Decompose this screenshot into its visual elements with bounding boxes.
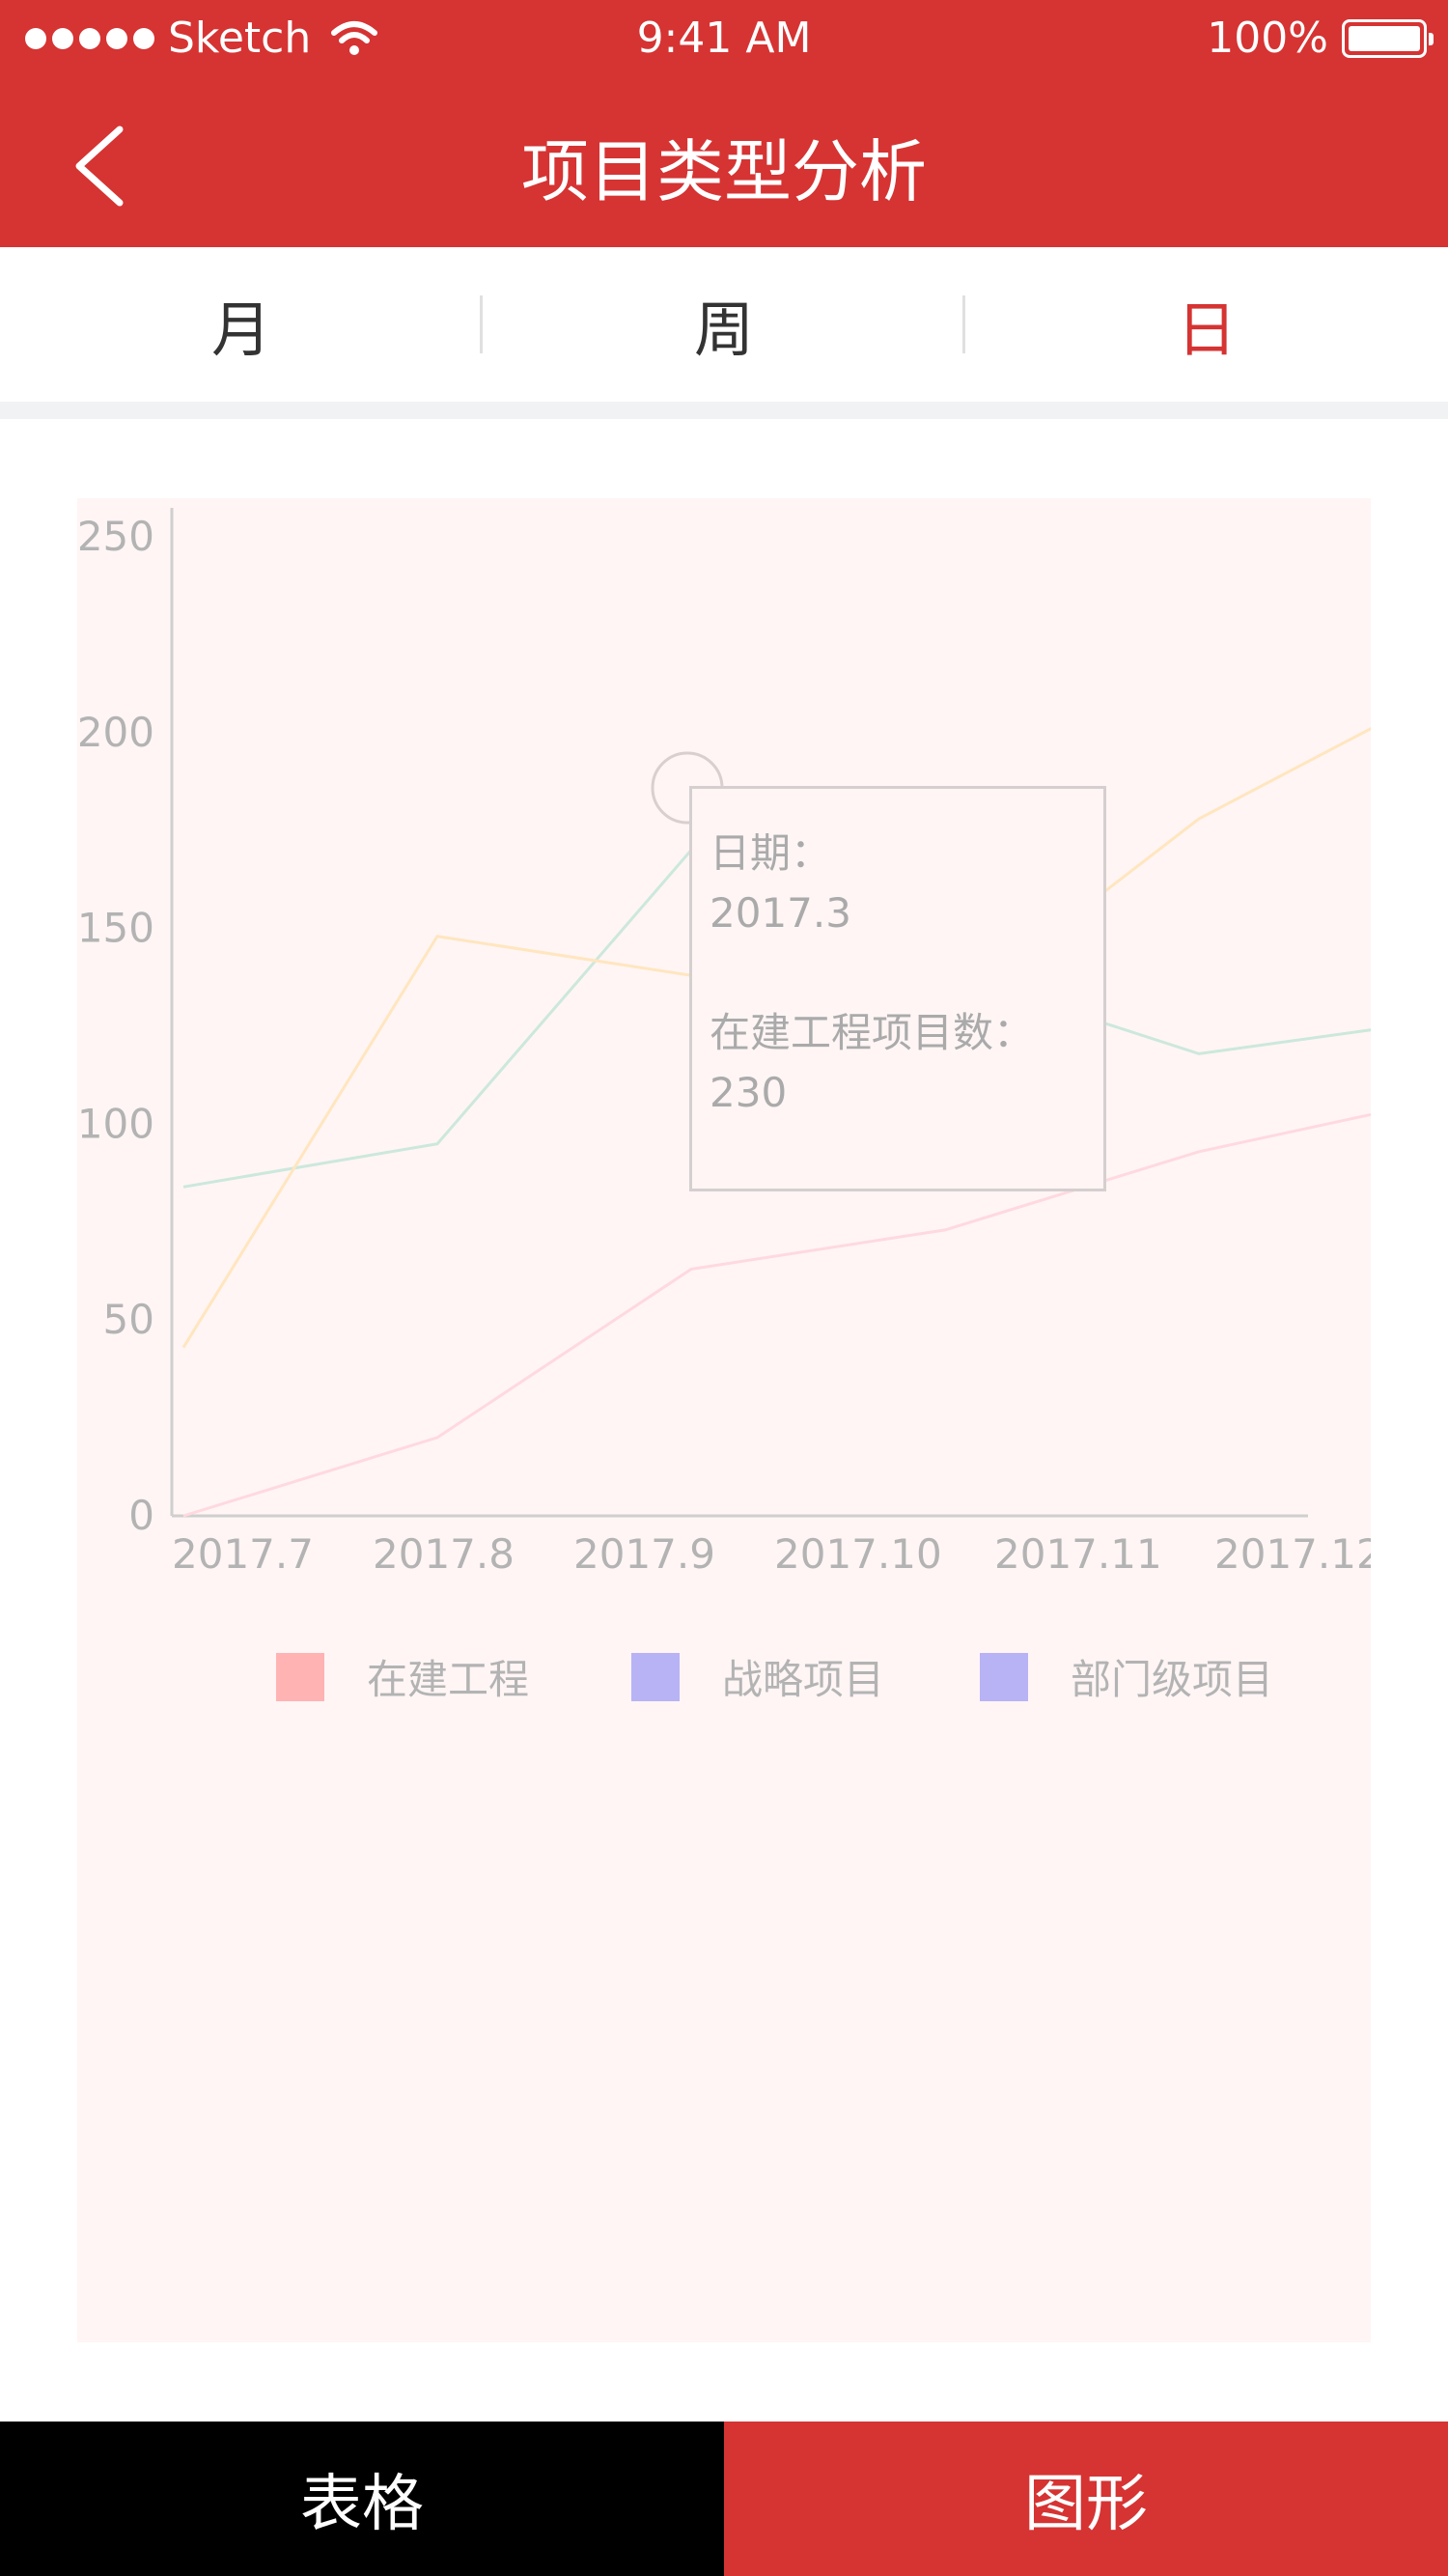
tab-day[interactable]: 日 xyxy=(965,247,1448,402)
y-tick-label: 250 xyxy=(77,513,154,560)
legend-item-strategic[interactable]: 战略项目 xyxy=(631,1647,884,1706)
status-right: 100% xyxy=(1207,14,1434,63)
y-tick-label: 0 xyxy=(128,1492,154,1539)
tooltip-metric-value: 230 xyxy=(710,1069,788,1116)
tabs-separator xyxy=(0,402,1448,419)
y-tick-label: 50 xyxy=(103,1296,154,1343)
graph-view-button[interactable]: 图形 xyxy=(724,2422,1448,2576)
status-left: Sketch xyxy=(25,14,378,63)
bottom-tabbar: 表格 图形 xyxy=(0,2422,1448,2576)
nav-bar: 项目类型分析 xyxy=(0,83,1448,247)
back-button[interactable] xyxy=(48,112,154,218)
legend-label-strategic: 战略项目 xyxy=(722,1656,885,1703)
chart-tooltip: 日期： 2017.3 在建工程项目数： 230 xyxy=(689,786,1106,1191)
x-tick-label: 2017.9 xyxy=(573,1530,715,1578)
y-tick-label: 100 xyxy=(77,1100,154,1147)
battery-icon xyxy=(1342,18,1434,58)
tab-divider xyxy=(480,295,483,353)
period-tabs: 月 周 日 xyxy=(0,247,1448,402)
tooltip-date: 2017.3 xyxy=(710,889,851,937)
page-title: 项目类型分析 xyxy=(521,132,927,211)
chart-panel: 250 200 150 100 50 0 2017.7 2017.8 2017.9 2017.10… xyxy=(77,498,1371,2342)
tab-week[interactable]: 周 xyxy=(483,247,965,402)
line-chart[interactable]: 250 200 150 100 50 0 2017.7 2017.8 2017.9 2017.10… xyxy=(77,498,1371,2342)
x-tick-label: 2017.8 xyxy=(373,1530,515,1578)
legend-swatch-strategic xyxy=(631,1652,680,1701)
tooltip-metric-label: 在建工程项目数： xyxy=(710,1009,1035,1056)
carrier-name: Sketch xyxy=(168,14,312,63)
tab-month-label: 月 xyxy=(210,294,271,365)
series-line-0 xyxy=(182,1112,1371,1518)
legend-swatch-construction xyxy=(276,1652,324,1701)
battery-percent: 100% xyxy=(1207,14,1328,63)
x-tick-label: 2017.12 xyxy=(1214,1530,1371,1578)
tab-month[interactable]: 月 xyxy=(0,247,483,402)
table-view-button[interactable]: 表格 xyxy=(0,2422,724,2576)
table-view-label: 表格 xyxy=(300,2469,424,2540)
x-tick-label: 2017.7 xyxy=(172,1530,314,1578)
graph-view-label: 图形 xyxy=(1024,2469,1148,2540)
y-tick-label: 200 xyxy=(77,709,154,756)
legend-label-department: 部门级项目 xyxy=(1071,1656,1274,1703)
tab-divider xyxy=(962,295,965,353)
tooltip-date-label: 日期： xyxy=(710,829,832,877)
tab-week-label: 周 xyxy=(693,294,754,365)
wifi-icon xyxy=(331,20,378,55)
signal-icon xyxy=(25,27,154,49)
header: Sketch 9:41 AM 100% 项目类型分析 xyxy=(0,0,1448,247)
chart-legend: 在建工程 战略项目 部门级项目 xyxy=(77,1647,1371,1724)
legend-label-construction: 在建工程 xyxy=(367,1656,530,1703)
chevron-left-icon xyxy=(75,126,124,207)
legend-item-department[interactable]: 部门级项目 xyxy=(980,1647,1273,1706)
tab-day-label: 日 xyxy=(1176,294,1237,365)
legend-item-construction[interactable]: 在建工程 xyxy=(276,1647,529,1706)
status-time: 9:41 AM xyxy=(636,14,812,63)
status-bar: Sketch 9:41 AM 100% xyxy=(0,0,1448,83)
x-tick-label: 2017.11 xyxy=(994,1530,1162,1578)
legend-swatch-department xyxy=(980,1652,1028,1701)
y-tick-label: 150 xyxy=(77,905,154,952)
x-tick-label: 2017.10 xyxy=(774,1530,942,1578)
